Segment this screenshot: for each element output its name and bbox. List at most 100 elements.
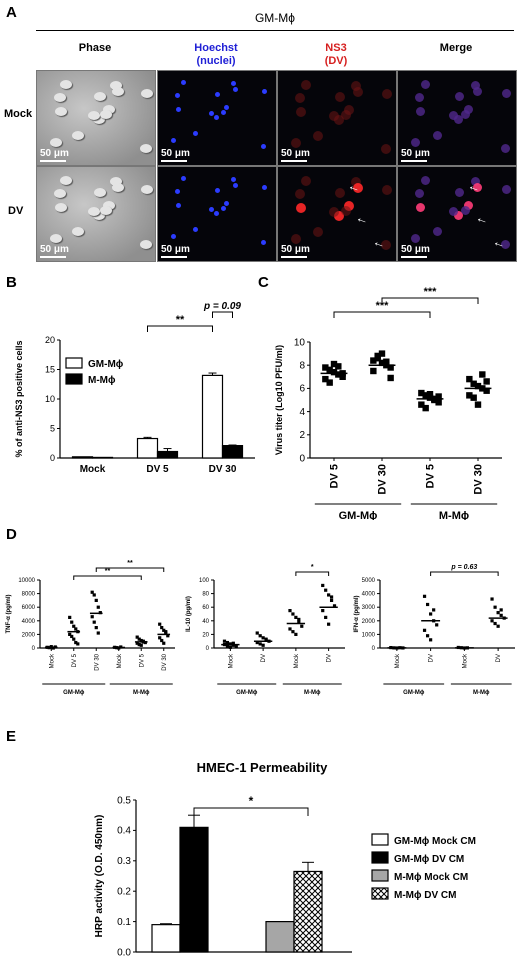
y-tick-label: 10000 bbox=[18, 578, 35, 584]
data-point bbox=[94, 598, 98, 602]
legend-swatch-3 bbox=[371, 887, 389, 900]
scale-bar-label: 50 μm bbox=[401, 244, 430, 255]
nucleus-dot bbox=[214, 92, 220, 98]
nucleus-dot bbox=[175, 203, 181, 209]
data-point bbox=[483, 387, 490, 394]
y-tick-label: 0 bbox=[299, 453, 305, 464]
data-point bbox=[162, 628, 166, 632]
panel-a-group-line bbox=[36, 30, 514, 31]
data-point bbox=[234, 645, 238, 649]
bar-0-1 bbox=[136, 437, 159, 459]
data-point bbox=[435, 399, 442, 406]
merge-cell bbox=[471, 81, 481, 91]
bar-3 bbox=[293, 870, 323, 953]
y-tick-label: 2000 bbox=[362, 619, 376, 625]
col-header-merge-l1: Merge bbox=[439, 42, 473, 54]
data-point bbox=[231, 641, 235, 645]
nucleus-dot bbox=[175, 93, 180, 99]
data-point bbox=[329, 595, 334, 599]
legend-swatch-1 bbox=[371, 851, 389, 864]
phase-cell bbox=[100, 206, 113, 216]
y-tick-label: 0.5 bbox=[117, 795, 131, 806]
y-tick-label: 0 bbox=[32, 646, 36, 652]
data-point bbox=[479, 371, 486, 378]
ns3-stain bbox=[380, 239, 391, 250]
data-point bbox=[158, 622, 162, 626]
data-point bbox=[72, 637, 76, 641]
data-point bbox=[137, 643, 141, 647]
phase-cell bbox=[60, 79, 73, 89]
sig-b-1-label: ** bbox=[176, 314, 185, 326]
chart-panel-b: 0 5 10 15 20 % of anti-NS3 positive cells Mock… bbox=[14, 301, 255, 475]
x-tick-label: DV 30 bbox=[377, 464, 389, 495]
data-point bbox=[324, 588, 328, 592]
nucleus-dot bbox=[231, 177, 237, 183]
ns3-stain bbox=[344, 200, 355, 211]
merge-cell bbox=[421, 175, 431, 185]
data-point bbox=[387, 364, 394, 371]
scale-bar-label: 50 μm bbox=[40, 148, 69, 159]
y-axis-label: IL-10 (pg/ml) bbox=[186, 596, 192, 632]
data-point bbox=[429, 612, 433, 616]
phase-cell bbox=[54, 203, 67, 213]
x-tick-label: DV 5 bbox=[139, 653, 145, 667]
sig-b-2-bracket bbox=[212, 311, 233, 318]
data-point bbox=[135, 641, 139, 645]
phase-cell bbox=[93, 211, 105, 221]
data-point bbox=[425, 602, 430, 607]
data-point bbox=[139, 643, 143, 647]
data-point bbox=[321, 583, 325, 588]
nucleus-dot bbox=[224, 200, 230, 206]
data-point bbox=[258, 642, 262, 646]
data-point bbox=[258, 634, 262, 638]
data-point bbox=[490, 597, 494, 601]
data-point bbox=[330, 360, 338, 368]
ns3-stain bbox=[352, 87, 363, 98]
phase-cell bbox=[93, 115, 105, 125]
phase-cell bbox=[100, 110, 113, 120]
scale-bar: 50 μm bbox=[281, 148, 310, 162]
nucleus-dot bbox=[260, 143, 266, 149]
x-tick-label: DV bbox=[429, 654, 435, 662]
nucleus-dot bbox=[192, 226, 198, 232]
data-point bbox=[160, 626, 164, 630]
data-point bbox=[490, 619, 494, 623]
group-label-1: M-Mϕ bbox=[304, 690, 321, 696]
legend-swatch-0 bbox=[65, 357, 83, 369]
x-tick-label: Mock bbox=[117, 653, 123, 668]
y-tick-label: 0.1 bbox=[117, 917, 131, 928]
col-header-hoechst: Hoechst (nuclei) bbox=[157, 42, 275, 68]
scale-bar-line bbox=[161, 160, 187, 162]
x-tick-label: DV 30 bbox=[162, 653, 168, 670]
data-point bbox=[166, 634, 170, 638]
sig-b-1-bracket bbox=[147, 325, 213, 332]
ns3-stain bbox=[295, 189, 305, 200]
phase-cell bbox=[141, 89, 154, 99]
col-header-ns3-l2: (DV) bbox=[324, 55, 348, 67]
data-point bbox=[297, 617, 301, 622]
phase-cell bbox=[139, 143, 152, 153]
data-point bbox=[370, 367, 377, 375]
merge-cell bbox=[432, 130, 442, 140]
legend-label-1: GM-Mϕ DV CM bbox=[394, 854, 464, 865]
chart-panel-d-tnf: 0 2000 4000 6000 8000 10000 TNF-α (pg/ml) Mock D… bbox=[6, 560, 175, 696]
legend-swatch-2 bbox=[371, 869, 389, 882]
panel-d-label: D bbox=[6, 526, 17, 543]
nucleus-dot bbox=[209, 207, 215, 213]
scale-bar-line bbox=[401, 160, 427, 162]
data-point bbox=[470, 380, 477, 387]
data-point bbox=[329, 598, 334, 602]
merge-cell bbox=[415, 203, 425, 213]
data-point bbox=[327, 593, 331, 597]
ns3-stain bbox=[380, 143, 391, 154]
ns3-stain bbox=[351, 177, 362, 188]
ns3-stain bbox=[295, 107, 306, 118]
phase-cell bbox=[110, 177, 123, 187]
data-point bbox=[335, 371, 342, 378]
data-point bbox=[422, 628, 427, 632]
nucleus-dot bbox=[192, 130, 198, 136]
data-point bbox=[435, 393, 442, 400]
data-point bbox=[291, 630, 295, 634]
data-point bbox=[321, 609, 325, 613]
nucleus-dot bbox=[209, 111, 215, 117]
